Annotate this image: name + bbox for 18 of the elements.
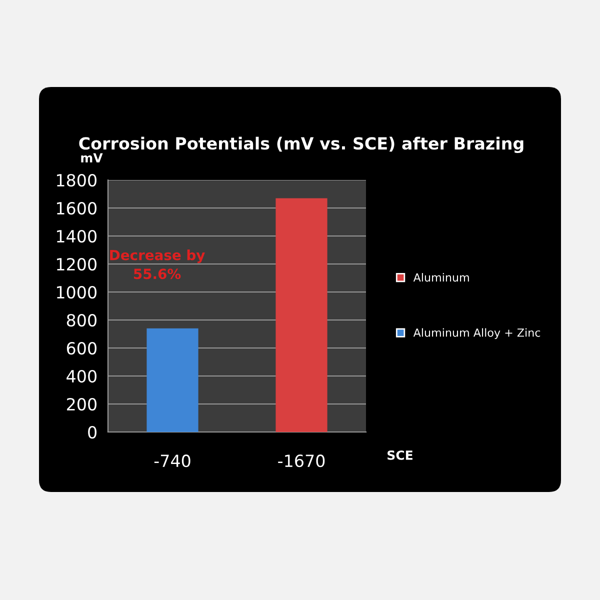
y-tick-label: 1800: [56, 174, 96, 187]
annotation: Decrease by 55.6%: [110, 250, 205, 280]
x-tick-label: -1670: [278, 454, 325, 468]
y-tick-label: 1200: [56, 258, 96, 271]
y-axis-title: mV: [81, 153, 103, 162]
y-tick-label: 1600: [56, 202, 96, 215]
legend-label: Aluminum: [413, 273, 469, 282]
y-tick-label: 1000: [56, 286, 96, 299]
y-tick-label: 800: [66, 314, 96, 327]
y-tick-label: 200: [66, 398, 96, 411]
y-tick-label: 400: [66, 370, 96, 383]
chart-title: Corrosion Potentials (mV vs. SCE) after Brazing: [79, 136, 524, 154]
x-tick-label: -740: [154, 454, 190, 468]
y-tick-label: 1400: [56, 230, 96, 243]
x-axis-title: SCE: [388, 450, 412, 460]
y-tick-label: 600: [66, 342, 96, 355]
y-tick-label: 0: [88, 426, 96, 439]
legend-label: Aluminum Alloy + Zinc: [413, 328, 540, 339]
